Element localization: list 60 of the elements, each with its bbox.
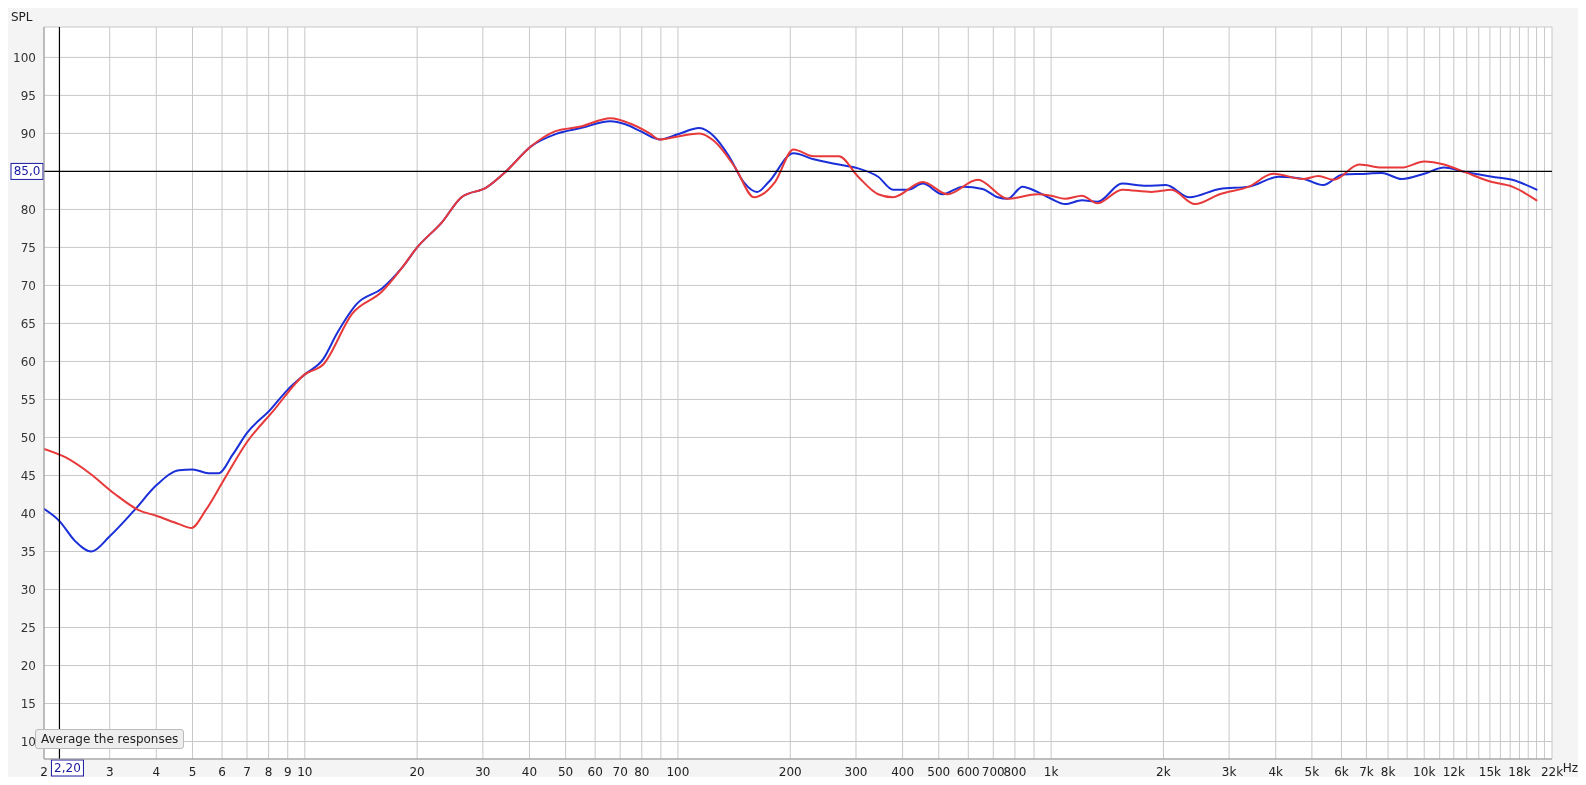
- x-tick-label: 10: [297, 764, 313, 779]
- x-tick-label: 50: [557, 764, 574, 779]
- x-axis-title: Hz: [1562, 761, 1578, 775]
- x-tick-label: 10k: [1413, 764, 1436, 779]
- x-tick-label: 100: [666, 764, 690, 779]
- y-tick-label: 60: [20, 354, 36, 369]
- ref-line-label: 85,0: [13, 164, 41, 179]
- x-tick-label: 7: [243, 764, 251, 779]
- y-tick-label: 75: [20, 240, 36, 255]
- x-tick-label: 500: [927, 764, 951, 779]
- x-tick-label: 12k: [1442, 764, 1465, 779]
- ref-line-label: 2,20: [54, 761, 81, 775]
- x-tick-label: 40: [521, 764, 538, 779]
- y-tick-label: 65: [20, 316, 36, 331]
- x-tick-label: 20: [409, 764, 425, 779]
- x-tick-label: 5k: [1304, 764, 1320, 779]
- x-tick-label: 70: [612, 764, 628, 779]
- y-tick-label: 40: [20, 506, 36, 521]
- y-tick-label: 10: [20, 734, 36, 749]
- x-tick-label: 7k: [1359, 764, 1374, 779]
- x-tick-label: 3k: [1221, 764, 1237, 779]
- x-tick-label: 600: [956, 764, 980, 779]
- y-tick-label: 80: [20, 202, 36, 217]
- x-tick-label: 8k: [1380, 764, 1396, 779]
- x-tick-label: 22k: [1540, 764, 1564, 779]
- x-tick-label: 300: [844, 764, 868, 779]
- y-tick-label: 50: [20, 430, 36, 445]
- x-tick-label: 9: [283, 764, 292, 779]
- x-tick-label: 1k: [1043, 764, 1059, 779]
- x-tick-label: 2k: [1156, 764, 1171, 779]
- x-tick-label: 700: [981, 764, 1005, 779]
- x-tick-label: 6: [218, 764, 226, 779]
- x-tick-label: 3: [105, 764, 114, 779]
- x-tick-label: 30: [475, 764, 491, 779]
- y-tick-label: 100: [13, 50, 36, 65]
- x-tick-label: 6k: [1334, 764, 1349, 779]
- x-tick-label: 15k: [1478, 764, 1502, 779]
- y-tick-label: 25: [20, 620, 36, 635]
- x-tick-label: 8: [264, 764, 273, 779]
- x-tick-label: 2: [40, 764, 48, 779]
- x-tick-label: 4k: [1268, 764, 1284, 779]
- y-tick-label: 20: [20, 658, 36, 673]
- x-tick-label: 800: [1003, 764, 1027, 779]
- y-tick-label: 90: [20, 126, 36, 141]
- y-tick-label: 55: [20, 392, 36, 407]
- x-tick-label: 80: [634, 764, 650, 779]
- y-tick-label: 95: [20, 88, 36, 103]
- y-tick-label: 30: [20, 582, 36, 597]
- y-tick-label: 15: [20, 696, 36, 711]
- x-tick-label: 400: [891, 764, 915, 779]
- y-tick-label: 70: [20, 278, 36, 293]
- y-axis-title: SPL: [11, 10, 33, 24]
- annotation: Average the responses: [35, 729, 185, 749]
- x-tick-label: 60: [587, 764, 603, 779]
- y-tick-label: 45: [20, 468, 36, 483]
- x-tick-label: 18k: [1508, 764, 1531, 779]
- x-tick-label: 5: [188, 764, 197, 779]
- x-tick-label: 4: [152, 764, 161, 779]
- y-tick-label: 35: [20, 544, 36, 559]
- x-tick-label: 200: [778, 764, 802, 779]
